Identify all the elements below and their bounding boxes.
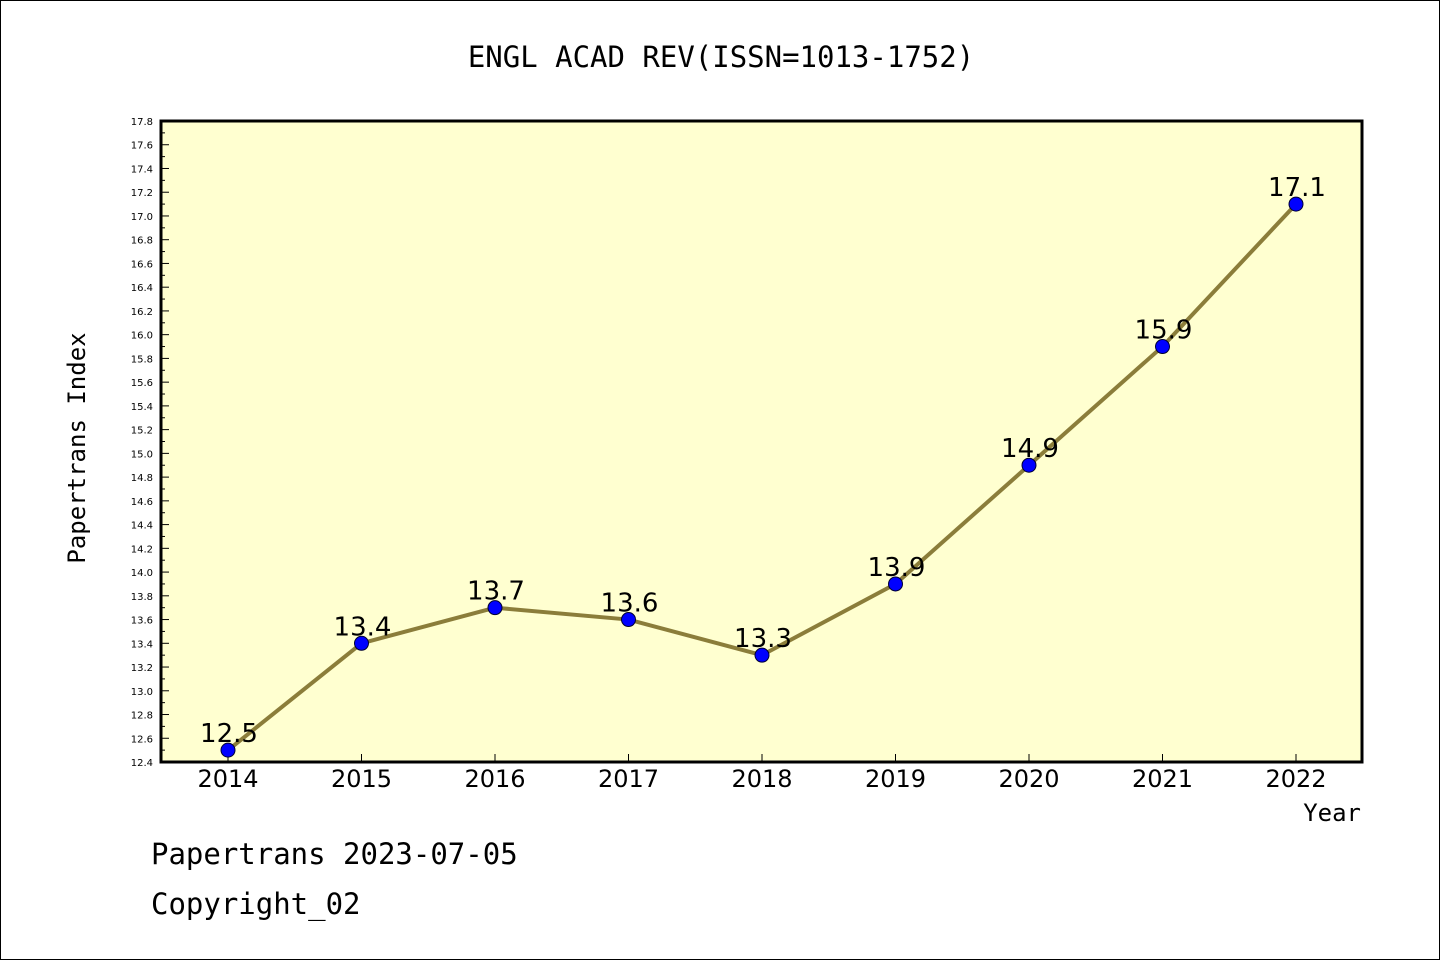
footer-copyright: Copyright_02 <box>151 887 361 921</box>
y-tick-label: 14.6 <box>131 497 153 508</box>
y-tick-label: 13.2 <box>131 663 153 674</box>
data-point <box>220 742 236 758</box>
data-series <box>220 196 1304 758</box>
x-tick-label: 2015 <box>331 765 392 793</box>
data-label: 15.9 <box>1135 316 1193 346</box>
y-tick-label: 17.2 <box>131 188 153 199</box>
data-label: 14.9 <box>1001 434 1059 464</box>
y-tick-label: 12.6 <box>131 734 153 745</box>
data-label: 13.9 <box>868 553 926 583</box>
y-tick-label: 12.8 <box>131 711 153 722</box>
x-tick-label: 2022 <box>1265 765 1326 793</box>
data-point <box>487 600 503 616</box>
y-tick-label: 12.4 <box>131 758 153 769</box>
data-label: 17.1 <box>1268 173 1326 203</box>
data-point <box>754 647 770 663</box>
y-tick-label: 13.0 <box>131 687 153 698</box>
x-tick-label: 2021 <box>1132 765 1193 793</box>
data-label: 13.3 <box>734 624 792 654</box>
y-tick-label: 17.0 <box>131 212 153 223</box>
x-axis: 2014 2015 2016 2017 2018 2019 2020 2021 2022 <box>197 754 1327 793</box>
y-tick-label: 16.2 <box>131 307 153 318</box>
y-tick-label: 17.6 <box>131 141 153 152</box>
y-tick-label: 15.0 <box>131 449 153 460</box>
y-tick-label: 17.4 <box>131 164 153 175</box>
data-point <box>354 635 369 651</box>
y-tick-label: 13.6 <box>131 616 153 627</box>
plot-frame <box>159 119 1364 764</box>
y-tick-label: 15.2 <box>131 426 153 437</box>
y-axis: 12.4 12.6 12.8 13.0 13.2 13.4 13.6 13.8 14.0 14.2… <box>131 117 169 769</box>
x-tick-label: 2016 <box>464 765 525 793</box>
y-tick-label: 15.8 <box>131 354 153 365</box>
y-tick-label: 13.4 <box>131 639 153 650</box>
data-point <box>621 612 636 628</box>
y-tick-label: 17.8 <box>131 117 153 128</box>
data-labels: 12.5 13.4 13.7 13.6 13.3 13.9 14.9 15.9 17.1 <box>200 173 1326 749</box>
data-point <box>888 576 903 592</box>
y-tick-label: 16.6 <box>131 259 153 270</box>
data-label: 13.6 <box>601 589 659 619</box>
data-label: 13.4 <box>334 612 392 642</box>
x-tick-label: 2018 <box>731 765 792 793</box>
data-point <box>1288 196 1304 212</box>
y-tick-label: 16.4 <box>131 283 153 294</box>
x-tick-label: 2019 <box>865 765 926 793</box>
plot-area <box>161 121 1362 762</box>
data-label: 12.5 <box>200 719 258 749</box>
y-tick-label: 14.2 <box>131 544 153 555</box>
x-tick-label: 2017 <box>598 765 659 793</box>
y-tick-label: 15.6 <box>131 378 153 389</box>
x-axis-label: Year <box>1303 799 1361 827</box>
x-tick-label: 2014 <box>197 765 258 793</box>
y-axis-label: Papertrans Index <box>63 332 91 563</box>
y-tick-label: 14.4 <box>131 521 153 532</box>
y-tick-label: 14.8 <box>131 473 153 484</box>
y-tick-label: 14.0 <box>131 568 153 579</box>
chart-title: ENGL ACAD REV(ISSN=1013-1752) <box>468 40 974 74</box>
footer-date: Papertrans 2023-07-05 <box>151 837 518 871</box>
y-tick-label: 15.4 <box>131 402 153 413</box>
data-point <box>1021 457 1037 473</box>
data-label: 13.7 <box>467 577 525 607</box>
y-tick-label: 13.8 <box>131 592 153 603</box>
data-point <box>1155 339 1170 355</box>
x-tick-label: 2020 <box>998 765 1059 793</box>
y-tick-label: 16.8 <box>131 236 153 247</box>
y-tick-label: 16.0 <box>131 331 153 342</box>
